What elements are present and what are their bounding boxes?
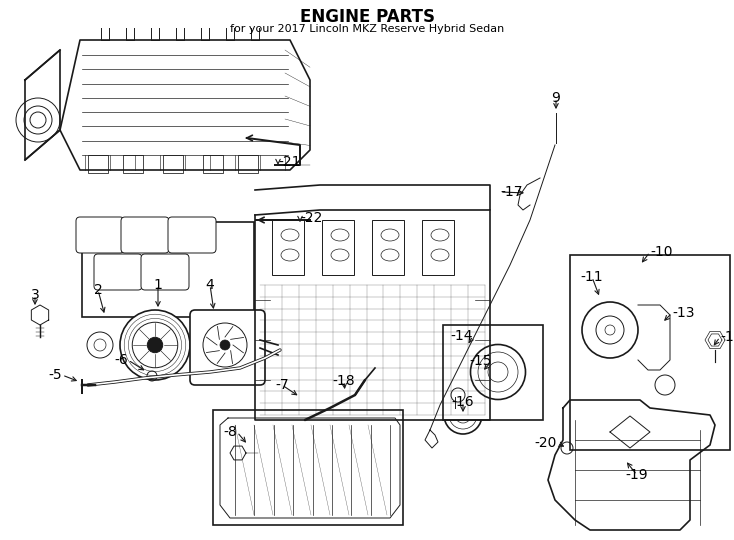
- FancyBboxPatch shape: [238, 155, 258, 173]
- Text: -18: -18: [333, 374, 355, 388]
- Text: -17: -17: [500, 185, 523, 199]
- Text: -7: -7: [275, 378, 288, 392]
- Bar: [422, 220, 454, 275]
- FancyBboxPatch shape: [163, 155, 183, 173]
- Text: -14: -14: [451, 329, 473, 343]
- Circle shape: [87, 332, 113, 358]
- FancyBboxPatch shape: [141, 254, 189, 290]
- FancyBboxPatch shape: [168, 217, 216, 253]
- FancyBboxPatch shape: [123, 155, 143, 173]
- Text: -5: -5: [48, 368, 62, 382]
- Text: ENGINE PARTS: ENGINE PARTS: [299, 8, 435, 26]
- Text: -15: -15: [470, 354, 492, 368]
- Text: for your 2017 Lincoln MKZ Reserve Hybrid Sedan: for your 2017 Lincoln MKZ Reserve Hybrid…: [230, 24, 504, 34]
- Text: 3: 3: [31, 288, 40, 302]
- Bar: [372, 220, 404, 275]
- FancyBboxPatch shape: [121, 217, 169, 253]
- Text: -8: -8: [223, 425, 237, 439]
- Text: -12: -12: [720, 330, 734, 344]
- Ellipse shape: [470, 345, 526, 400]
- Text: 2: 2: [94, 283, 102, 297]
- Circle shape: [582, 302, 638, 358]
- Circle shape: [148, 338, 163, 353]
- Text: -10: -10: [650, 245, 672, 259]
- Bar: [322, 220, 354, 275]
- Bar: [443, 325, 543, 420]
- Text: 9: 9: [551, 91, 561, 105]
- Text: 4: 4: [206, 278, 214, 292]
- FancyBboxPatch shape: [203, 155, 223, 173]
- Text: -19: -19: [625, 468, 648, 482]
- Text: 1: 1: [153, 278, 162, 292]
- Bar: [213, 410, 403, 525]
- FancyBboxPatch shape: [76, 217, 124, 253]
- Bar: [82, 222, 254, 317]
- Text: -20: -20: [534, 436, 557, 450]
- FancyBboxPatch shape: [94, 254, 142, 290]
- Text: -21: -21: [278, 155, 300, 169]
- FancyBboxPatch shape: [190, 310, 265, 385]
- Text: -16: -16: [451, 395, 474, 409]
- Bar: [570, 255, 730, 450]
- Circle shape: [94, 339, 106, 351]
- Circle shape: [220, 340, 230, 350]
- Text: -6: -6: [115, 353, 128, 367]
- Text: -11: -11: [581, 270, 603, 284]
- Circle shape: [120, 310, 190, 380]
- FancyBboxPatch shape: [88, 155, 108, 173]
- Text: -13: -13: [672, 306, 694, 320]
- Text: -22: -22: [300, 211, 322, 225]
- Bar: [272, 220, 304, 275]
- Ellipse shape: [444, 396, 482, 434]
